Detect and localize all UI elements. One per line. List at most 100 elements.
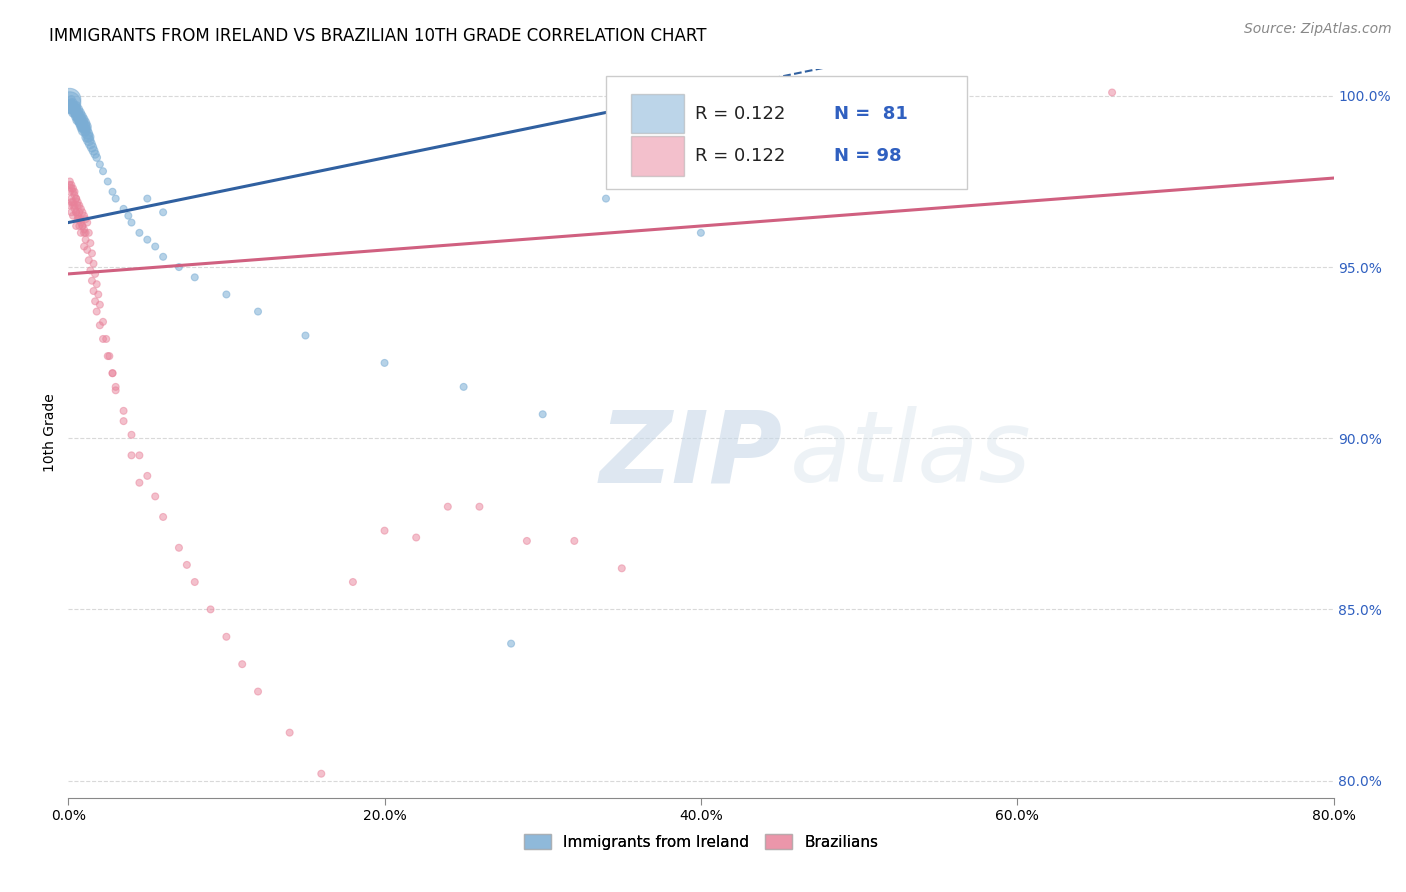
Point	[73, 123, 96, 137]
Point	[167, 260, 190, 274]
Point	[86, 151, 108, 165]
Point	[62, 198, 84, 212]
Point	[128, 475, 150, 490]
Point	[73, 222, 96, 236]
Point	[152, 205, 174, 219]
Point	[62, 209, 84, 223]
Point	[75, 212, 97, 227]
Point	[143, 239, 166, 253]
Text: N =  81: N = 81	[834, 104, 908, 123]
Point	[67, 106, 90, 120]
Point	[62, 99, 84, 113]
Point	[80, 274, 103, 288]
Point	[72, 205, 94, 219]
Point	[60, 103, 83, 117]
Point	[62, 103, 84, 117]
Point	[59, 103, 82, 117]
Point	[152, 250, 174, 264]
Point	[62, 185, 84, 199]
Point	[60, 194, 83, 209]
Point	[62, 99, 84, 113]
Point	[468, 500, 491, 514]
Point	[70, 216, 93, 230]
Point	[104, 192, 127, 206]
Point	[70, 110, 93, 124]
Text: IMMIGRANTS FROM IRELAND VS BRAZILIAN 10TH GRADE CORRELATION CHART: IMMIGRANTS FROM IRELAND VS BRAZILIAN 10T…	[49, 27, 707, 45]
Point	[136, 192, 159, 206]
Point	[65, 192, 87, 206]
Point	[66, 198, 89, 212]
Point	[60, 95, 83, 110]
Point	[59, 99, 82, 113]
Point	[128, 448, 150, 462]
FancyBboxPatch shape	[631, 94, 685, 134]
Point	[128, 226, 150, 240]
Point	[117, 209, 139, 223]
Point	[516, 533, 538, 548]
Point	[67, 198, 90, 212]
FancyBboxPatch shape	[606, 76, 966, 189]
Point	[97, 174, 120, 188]
Point	[60, 181, 83, 195]
Point	[77, 133, 100, 147]
Point	[76, 127, 98, 141]
Point	[247, 684, 270, 698]
Point	[70, 212, 93, 227]
Text: ZIP: ZIP	[599, 407, 783, 503]
Point	[84, 267, 107, 281]
Point	[79, 236, 101, 251]
Point	[70, 120, 93, 134]
Point	[73, 209, 96, 223]
Point	[184, 574, 207, 589]
Point	[79, 136, 101, 151]
Point	[294, 328, 316, 343]
Point	[176, 558, 198, 572]
Point	[84, 147, 107, 161]
Point	[72, 219, 94, 233]
Point	[67, 116, 90, 130]
Point	[63, 202, 86, 216]
Point	[562, 533, 585, 548]
Point	[83, 144, 105, 158]
FancyBboxPatch shape	[631, 136, 685, 176]
Point	[72, 116, 94, 130]
Point	[65, 205, 87, 219]
Point	[104, 380, 127, 394]
Point	[121, 216, 143, 230]
Point	[184, 270, 207, 285]
Legend: Immigrants from Ireland, Brazilians: Immigrants from Ireland, Brazilians	[517, 828, 884, 855]
Point	[231, 657, 253, 672]
Point	[83, 284, 105, 298]
Point	[62, 95, 84, 110]
Text: R = 0.122: R = 0.122	[695, 147, 785, 165]
Point	[112, 414, 135, 428]
Point	[437, 500, 460, 514]
Point	[112, 202, 135, 216]
Point	[62, 194, 84, 209]
Text: atlas: atlas	[789, 407, 1031, 503]
Point	[98, 349, 121, 363]
Point	[101, 366, 124, 380]
Point	[59, 178, 82, 192]
Point	[65, 103, 87, 117]
Point	[70, 226, 93, 240]
Point	[101, 366, 124, 380]
Point	[89, 298, 111, 312]
Point	[65, 106, 87, 120]
Point	[67, 212, 90, 227]
Point	[143, 490, 166, 504]
Point	[73, 116, 96, 130]
Y-axis label: 10th Grade: 10th Grade	[44, 393, 58, 473]
Point	[121, 427, 143, 442]
Point	[91, 332, 114, 346]
Point	[342, 574, 364, 589]
Point	[75, 123, 97, 137]
Point	[70, 116, 93, 130]
Point	[77, 130, 100, 145]
Point	[101, 185, 124, 199]
Point	[67, 110, 90, 124]
Point	[60, 192, 83, 206]
Point	[67, 112, 90, 127]
Point	[72, 112, 94, 127]
Point	[595, 192, 617, 206]
